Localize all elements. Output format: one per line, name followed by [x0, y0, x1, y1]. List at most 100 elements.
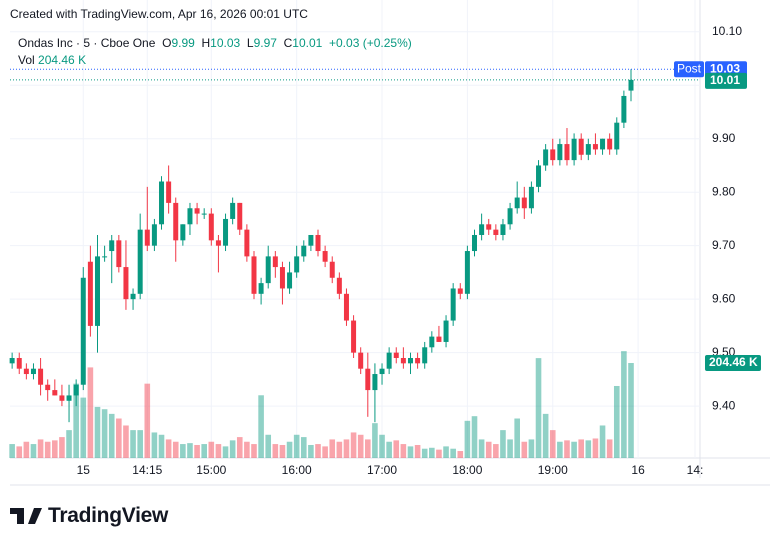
volume-bar	[244, 441, 250, 458]
candle-body	[493, 229, 499, 235]
volume-bar	[571, 441, 577, 458]
volume-bar	[542, 413, 549, 458]
candle-body	[592, 144, 598, 150]
ohlc-value: 10.03	[210, 36, 241, 50]
ohlc-o: O9.99	[159, 36, 195, 50]
volume-bar	[9, 444, 15, 458]
volume-bar	[485, 441, 492, 458]
ohlc-value: 9.97	[253, 36, 277, 50]
volume-bar	[59, 437, 65, 458]
volume-bar	[621, 351, 627, 458]
ohlc-l: L9.97	[244, 36, 277, 50]
candle-body	[230, 202, 236, 219]
x-tick-label: 15	[77, 463, 91, 477]
candle-body	[521, 197, 527, 209]
candle-body	[351, 320, 357, 353]
volume-bar	[421, 448, 428, 458]
x-tick-label: 16	[631, 463, 645, 477]
volume-bar	[80, 397, 87, 458]
volume-bar	[194, 444, 200, 458]
volume-bar	[514, 418, 520, 458]
volume-bar	[500, 430, 506, 458]
change-value: +0.03	[329, 36, 360, 50]
volume-bar	[151, 432, 158, 458]
volume-bar	[116, 418, 122, 458]
candle-body	[607, 138, 613, 150]
volume-bar	[66, 430, 72, 458]
volume-bar	[628, 363, 634, 458]
volume-bar	[130, 430, 136, 458]
candle-body	[301, 245, 307, 257]
candle-body	[585, 144, 591, 155]
candle-body	[52, 390, 58, 396]
y-tick-label: 9.60	[712, 291, 736, 305]
volume-bar	[137, 430, 143, 458]
post-tag	[674, 61, 704, 78]
volume-bar	[429, 447, 435, 458]
candle-body	[464, 251, 470, 294]
volume-bar	[222, 446, 229, 458]
y-tick-label: 10.10	[712, 24, 742, 38]
brand-name: TradingView	[48, 504, 169, 527]
volume-tag-label: 204.46 K	[709, 355, 758, 369]
created-note: Created with TradingView.com, Apr 16, 20…	[10, 7, 308, 21]
candle-body	[251, 256, 257, 294]
volume-bar	[37, 439, 44, 458]
volume-bar	[165, 439, 172, 458]
volume-bar	[599, 425, 606, 458]
volume-bar	[251, 444, 257, 458]
volume-bar	[73, 383, 79, 458]
x-tick-label: 19:00	[538, 463, 568, 477]
candle-body	[123, 267, 129, 300]
volume-bar	[336, 441, 343, 458]
volume-bar	[464, 420, 471, 458]
x-tick-label: 17:00	[367, 463, 397, 477]
candle-body	[379, 368, 385, 375]
volume-bar	[201, 444, 207, 458]
volume-legend: Vol 204.46 K	[18, 52, 412, 69]
volume-bar	[94, 406, 101, 458]
volume-bar	[180, 444, 186, 458]
candle-body	[258, 283, 264, 294]
candle-body	[415, 357, 421, 364]
y-tick-label: 9.70	[712, 238, 736, 252]
volume-bar	[123, 425, 129, 458]
last-price-label: 10.01	[710, 73, 740, 87]
candle-body	[621, 95, 627, 123]
ohlc-value: 9.99	[171, 36, 195, 50]
candle-body	[159, 181, 165, 225]
volume-bar	[329, 439, 336, 458]
volume-bar	[258, 395, 264, 458]
candle-body	[472, 234, 478, 252]
candle-body	[343, 293, 349, 321]
volume-bar	[236, 437, 243, 458]
volume-bar	[436, 449, 442, 458]
candle-body	[215, 240, 221, 246]
volume-bar	[535, 358, 542, 458]
candle-body	[443, 320, 449, 342]
candle-body	[336, 277, 342, 294]
volume-bar	[343, 439, 350, 458]
candle-body	[180, 224, 186, 241]
candle-body	[45, 384, 51, 391]
candle-body	[386, 352, 392, 369]
volume-bar	[443, 446, 449, 458]
candle-body	[450, 288, 456, 321]
volume-tag	[705, 355, 761, 372]
volume-bar	[187, 443, 193, 458]
volume-bar	[30, 444, 37, 458]
candle-body	[144, 229, 150, 246]
volume-bar	[379, 434, 385, 458]
candle-body	[287, 272, 293, 289]
volume-bar	[322, 446, 328, 458]
volume-bar	[564, 440, 570, 458]
candle-body	[372, 374, 378, 391]
volume-value: 204.46 K	[38, 53, 87, 67]
last-price-tag	[705, 72, 747, 89]
candle-body	[137, 229, 143, 294]
volume-bar	[108, 413, 115, 458]
volume-bar	[172, 441, 179, 458]
volume-bar	[606, 439, 613, 458]
candle-body	[201, 213, 207, 215]
